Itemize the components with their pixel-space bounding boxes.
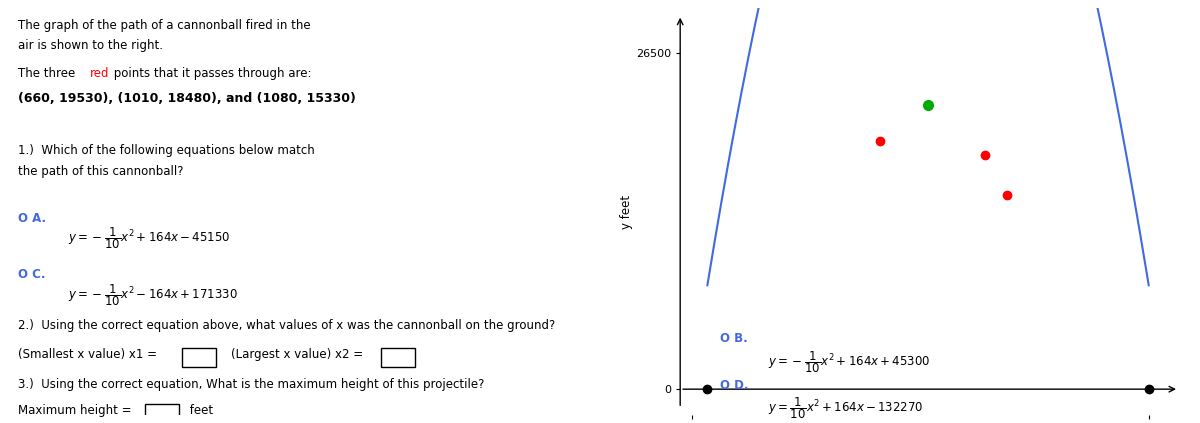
Text: (660, 19530), (1010, 18480), and (1080, 15330): (660, 19530), (1010, 18480), and (1080, …: [18, 92, 355, 105]
Text: O A.: O A.: [18, 212, 46, 225]
Text: $y = -\dfrac{1}{10}x^2 - 164x + 171330$: $y = -\dfrac{1}{10}x^2 - 164x + 171330$: [68, 283, 238, 308]
Text: $y = -\dfrac{1}{10}x^2 + 164x + 45300$: $y = -\dfrac{1}{10}x^2 + 164x + 45300$: [768, 349, 930, 375]
FancyBboxPatch shape: [181, 348, 216, 367]
Text: 3.)  Using the correct equation, What is the maximum height of this projectile?: 3.) Using the correct equation, What is …: [18, 378, 484, 391]
Text: 1.)  Which of the following equations below match: 1.) Which of the following equations bel…: [18, 145, 314, 157]
Text: The graph of the path of a cannonball fired in the: The graph of the path of a cannonball fi…: [18, 19, 311, 32]
Text: air is shown to the right.: air is shown to the right.: [18, 39, 163, 52]
Text: Maximum height =: Maximum height =: [18, 404, 134, 418]
Text: O D.: O D.: [720, 379, 749, 392]
Text: feet: feet: [186, 404, 214, 418]
Y-axis label: y feet: y feet: [620, 195, 634, 228]
Text: $y = \dfrac{1}{10}x^2 + 164x - 132270$: $y = \dfrac{1}{10}x^2 + 164x - 132270$: [768, 396, 924, 421]
Text: the path of this cannonball?: the path of this cannonball?: [18, 165, 184, 178]
Text: O C.: O C.: [18, 268, 46, 281]
Text: (Smallest x value) x1 =: (Smallest x value) x1 =: [18, 348, 161, 360]
FancyBboxPatch shape: [145, 404, 179, 423]
FancyBboxPatch shape: [380, 348, 415, 367]
Text: points that it passes through are:: points that it passes through are:: [110, 67, 312, 80]
Text: (Largest x value) x2 =: (Largest x value) x2 =: [230, 348, 367, 360]
Text: 2.)  Using the correct equation above, what values of x was the cannonball on th: 2.) Using the correct equation above, wh…: [18, 319, 554, 332]
Text: The three: The three: [18, 67, 79, 80]
Text: $y = -\dfrac{1}{10}x^2 + 164x - 45150$: $y = -\dfrac{1}{10}x^2 + 164x - 45150$: [68, 226, 230, 251]
Text: red: red: [90, 67, 109, 80]
Text: O B.: O B.: [720, 332, 748, 345]
